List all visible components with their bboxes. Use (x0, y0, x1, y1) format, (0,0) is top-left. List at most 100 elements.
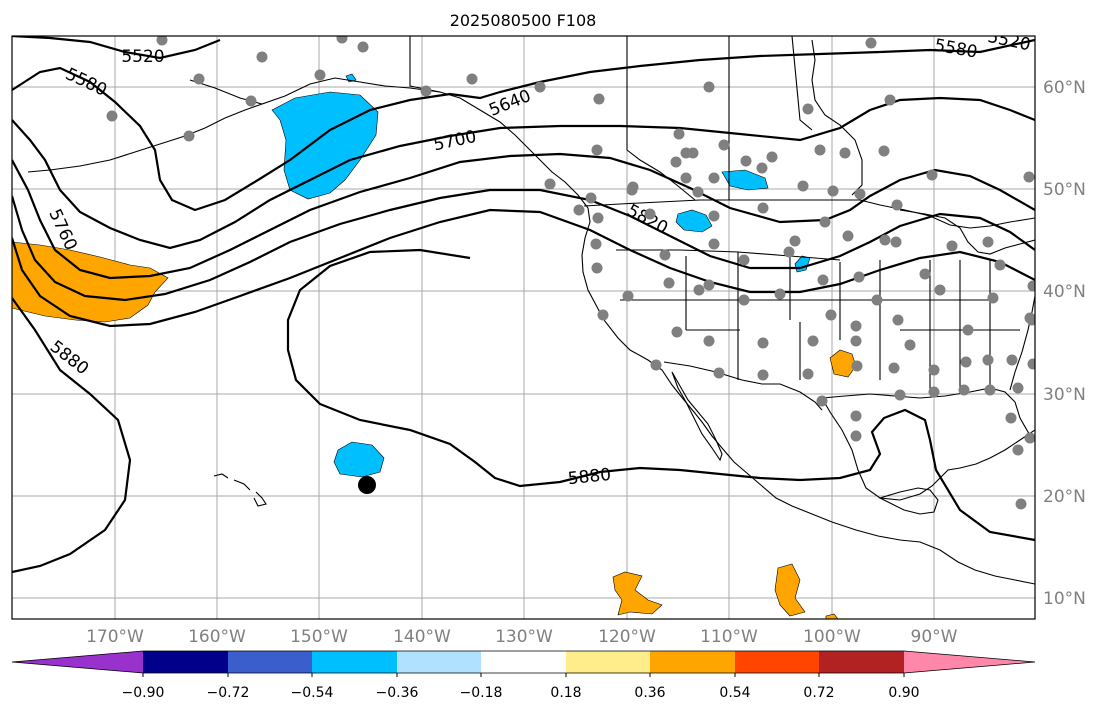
station-marker (718, 139, 730, 151)
coastline-east-us (1009, 295, 1035, 391)
coastlines-and-borders (27, 36, 1035, 585)
station-marker (928, 386, 940, 398)
coastline-hawaii (213, 473, 267, 507)
station-marker (703, 81, 715, 93)
contour-5700 (12, 152, 1035, 280)
station-marker (884, 94, 896, 106)
station-marker (738, 254, 750, 266)
station-marker (659, 249, 671, 261)
station-marker (626, 184, 638, 196)
station-marker (807, 335, 819, 347)
station-marker (892, 314, 904, 326)
station-marker (890, 236, 902, 248)
station-marker (693, 284, 705, 296)
anomaly-region-west-pacific (12, 241, 169, 323)
height-contours (12, 36, 1035, 574)
station-marker (919, 268, 931, 280)
station-marker (622, 290, 634, 302)
contour-5520 (12, 36, 221, 60)
colorbar-tick-label: −0.90 (122, 685, 165, 701)
colorbar-tick-label: 0.18 (550, 685, 581, 701)
station-marker (851, 360, 863, 372)
station-marker (766, 151, 778, 163)
station-marker (853, 271, 865, 283)
station-marker (1005, 412, 1017, 424)
contour-5760 (12, 188, 1035, 302)
station-marker (314, 69, 326, 81)
station-marker (466, 73, 478, 85)
coastline-gulf-of-mexico (821, 397, 1035, 501)
station-marker (774, 288, 786, 300)
coastline-yucatan (878, 487, 939, 515)
border-canada-provinces (626, 36, 813, 201)
station-marker (850, 410, 862, 422)
coastline-west-us (581, 207, 1035, 585)
station-marker (827, 185, 839, 197)
station-marker (597, 309, 609, 321)
station-marker (842, 230, 854, 242)
colorbar-segment (650, 651, 735, 673)
station-marker (934, 284, 946, 296)
station-marker (926, 169, 938, 181)
lat-label: 20°N (1043, 487, 1086, 507)
station-marker (757, 337, 769, 349)
station-marker (420, 85, 432, 97)
station-marker (1012, 382, 1024, 394)
station-marker (680, 172, 692, 184)
station-marker (591, 262, 603, 274)
station-marker (891, 199, 903, 211)
border-us-canada (583, 199, 1035, 229)
colorbar-segment (904, 651, 1035, 673)
station-marker (757, 369, 769, 381)
station-marker (708, 172, 720, 184)
station-marker (879, 234, 891, 246)
station-marker (1015, 498, 1027, 510)
station-marker (708, 238, 720, 250)
station-marker (850, 320, 862, 332)
map-area: 5520 5580 5640 5700 5760 5820 5880 5880 … (12, 36, 1035, 619)
lon-label: 110°W (700, 627, 758, 647)
colorbar-tick-label: −0.18 (460, 685, 503, 701)
station-marker (585, 192, 597, 204)
coastline-aleutians (27, 103, 263, 173)
border-us-mexico (663, 361, 823, 411)
colorbar-tick-labels: −0.90 −0.72 −0.54 −0.36 −0.18 0.18 0.36 … (122, 685, 920, 701)
colorbar-segment (397, 651, 481, 673)
station-marker (738, 294, 750, 306)
station-marker (692, 186, 704, 198)
station-marker (904, 339, 916, 351)
station-marker (713, 367, 725, 379)
station-marker (982, 236, 994, 248)
lat-label: 10°N (1043, 589, 1086, 609)
station-marker (958, 384, 970, 396)
colorbar-segment (12, 651, 143, 673)
colorbar-tick-label: 0.36 (634, 685, 665, 701)
anomaly-region-mexico-pacific-2 (774, 563, 806, 617)
station-marker (1026, 314, 1035, 326)
station-marker (740, 155, 752, 167)
station-marker (573, 204, 585, 216)
station-marker (865, 37, 877, 49)
map-title: 2025080500 F108 (450, 11, 597, 30)
coastline-gulf-north (821, 387, 1035, 441)
station-marker (802, 103, 814, 115)
station-marker (962, 324, 974, 336)
station-marker (156, 36, 168, 46)
station-marker (797, 180, 809, 192)
station-marker (336, 36, 348, 44)
coastline-hudson-bay (811, 39, 863, 196)
lon-label: 100°W (803, 627, 861, 647)
colorbar-segment (735, 651, 819, 673)
station-marker (593, 93, 605, 105)
station-marker (946, 240, 958, 252)
anomaly-region-saskatchewan (721, 169, 769, 191)
colorbar-segment (312, 651, 397, 673)
station-marker (817, 274, 829, 286)
station-markers (106, 36, 1035, 510)
station-marker (1027, 280, 1035, 292)
station-marker (789, 235, 801, 247)
station-marker (1023, 171, 1035, 183)
station-marker (850, 335, 862, 347)
contour-5580 (12, 38, 1035, 212)
